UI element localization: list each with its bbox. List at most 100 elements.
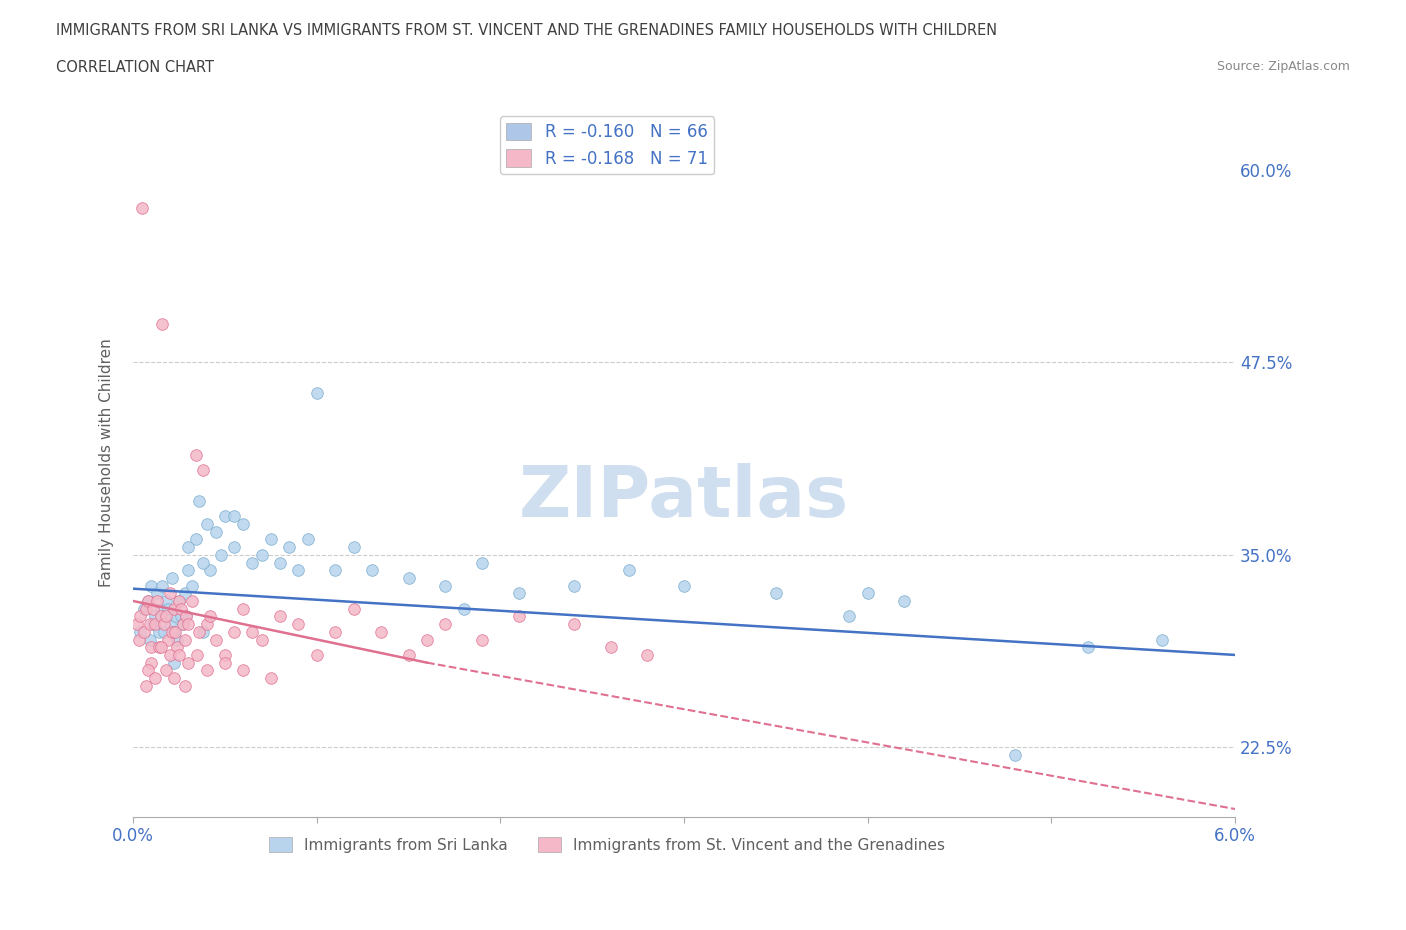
Point [155,663,177,678]
Point [143,617,166,631]
Point [176,609,198,624]
Point [177,539,200,554]
Point [136,593,159,608]
Point [173,586,195,601]
Point [342,602,364,617]
Point [297,532,319,547]
Point [159,647,181,662]
Point [125,617,148,631]
Point [188,624,211,639]
Point [134,602,156,617]
Point [167,593,190,608]
Point [170,609,193,624]
Point [838,609,860,624]
Point [893,593,915,608]
Point [342,539,364,554]
Point [156,632,179,647]
Point [195,617,218,631]
Point [195,516,218,531]
Point [260,532,283,547]
Point [636,647,658,662]
Point [136,663,159,678]
Y-axis label: Family Households with Children: Family Households with Children [100,338,114,587]
Point [180,578,202,593]
Point [149,640,172,655]
Point [134,624,156,639]
Point [173,678,195,693]
Point [141,578,163,593]
Point [617,563,640,578]
Point [138,617,160,631]
Point [162,671,184,685]
Point [673,578,696,593]
Point [142,602,165,617]
Point [184,532,207,547]
Point [1077,640,1099,655]
Point [278,539,301,554]
Point [165,624,187,639]
Point [129,609,152,624]
Legend: Immigrants from Sri Lanka, Immigrants from St. Vincent and the Grenadines: Immigrants from Sri Lanka, Immigrants fr… [263,830,952,858]
Point [599,640,621,655]
Point [173,632,195,647]
Point [165,609,187,624]
Point [149,609,172,624]
Point [323,624,346,639]
Point [1150,632,1173,647]
Point [269,555,291,570]
Point [162,656,184,671]
Point [160,570,183,585]
Point [416,632,439,647]
Text: IMMIGRANTS FROM SRI LANKA VS IMMIGRANTS FROM ST. VINCENT AND THE GRENADINES FAMI: IMMIGRANTS FROM SRI LANKA VS IMMIGRANTS … [56,23,997,38]
Point [856,586,879,601]
Point [242,555,264,570]
Point [471,555,494,570]
Point [156,602,179,617]
Point [129,624,152,639]
Point [508,609,530,624]
Point [434,578,457,593]
Point [142,617,165,631]
Point [1004,748,1026,763]
Point [204,525,226,539]
Point [152,578,174,593]
Point [148,624,170,639]
Point [172,617,194,631]
Text: ZIPatlas: ZIPatlas [519,463,849,532]
Point [242,624,264,639]
Point [214,509,236,524]
Point [370,624,392,639]
Point [159,586,181,601]
Point [135,678,157,693]
Point [269,609,291,624]
Point [131,201,153,216]
Point [398,647,420,662]
Point [146,593,169,608]
Point [250,548,273,563]
Point [200,563,222,578]
Point [214,656,236,671]
Point [159,617,181,631]
Point [143,609,166,624]
Point [166,640,188,655]
Point [562,578,585,593]
Point [138,632,160,647]
Point [155,609,177,624]
Point [166,632,188,647]
Point [471,632,494,647]
Point [149,602,172,617]
Point [191,555,214,570]
Point [305,386,328,401]
Point [188,494,211,509]
Point [162,624,184,639]
Point [195,663,218,678]
Point [765,586,787,601]
Point [162,602,184,617]
Point [398,570,420,585]
Point [260,671,283,685]
Point [176,609,198,624]
Point [453,602,475,617]
Point [148,640,170,655]
Point [191,624,214,639]
Point [167,647,190,662]
